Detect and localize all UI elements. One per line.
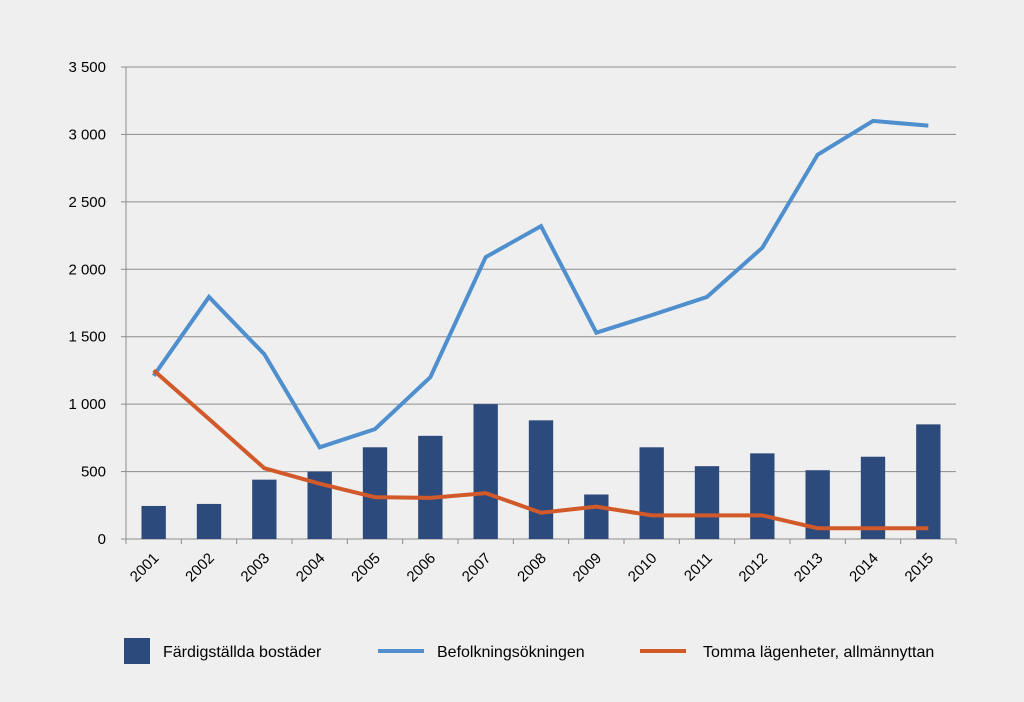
bar-series: [141, 404, 941, 539]
y-tick-labels: 0 500 1 000 1 500 2 000 2 500 3 000 3 500: [68, 59, 106, 548]
y-tick-label: 3 000: [68, 126, 106, 143]
legend-label: Tomma lägenheter, allmännyttan: [703, 644, 934, 661]
bar-2002: [196, 503, 222, 539]
y-tick-label: 2 500: [68, 194, 106, 211]
legend: Färdigställda bostäder Befolkningsökninge…: [124, 638, 934, 664]
y-tick-label: 1 000: [68, 396, 106, 413]
legend-label: Befolkningsökningen: [437, 644, 585, 661]
line-series-1: [152, 118, 929, 450]
line-series-2: [152, 368, 929, 531]
bar-2014: [860, 456, 886, 539]
bar-2015: [916, 424, 941, 539]
line-series: [152, 118, 929, 531]
y-tick-label: 0: [98, 531, 106, 548]
y-tick-label: 3 500: [68, 59, 106, 76]
bar-2011: [694, 466, 720, 539]
bar-2010: [639, 447, 664, 539]
legend-swatch-bar: [124, 638, 150, 664]
bar-2003: [252, 479, 277, 539]
bar-2008: [528, 420, 554, 539]
bar-2001: [141, 505, 166, 539]
bar-2012: [750, 453, 775, 539]
bar-2009: [584, 494, 609, 539]
y-tick-label: 500: [81, 464, 106, 481]
bar-2005: [362, 447, 388, 539]
bar-2006: [418, 435, 443, 539]
y-tick-label: 2 000: [68, 261, 106, 278]
y-tick-label: 1 500: [68, 329, 106, 346]
gridlines: [126, 66, 956, 473]
legend-label: Färdigställda bostäder: [163, 644, 322, 661]
bar-2007: [473, 404, 498, 539]
